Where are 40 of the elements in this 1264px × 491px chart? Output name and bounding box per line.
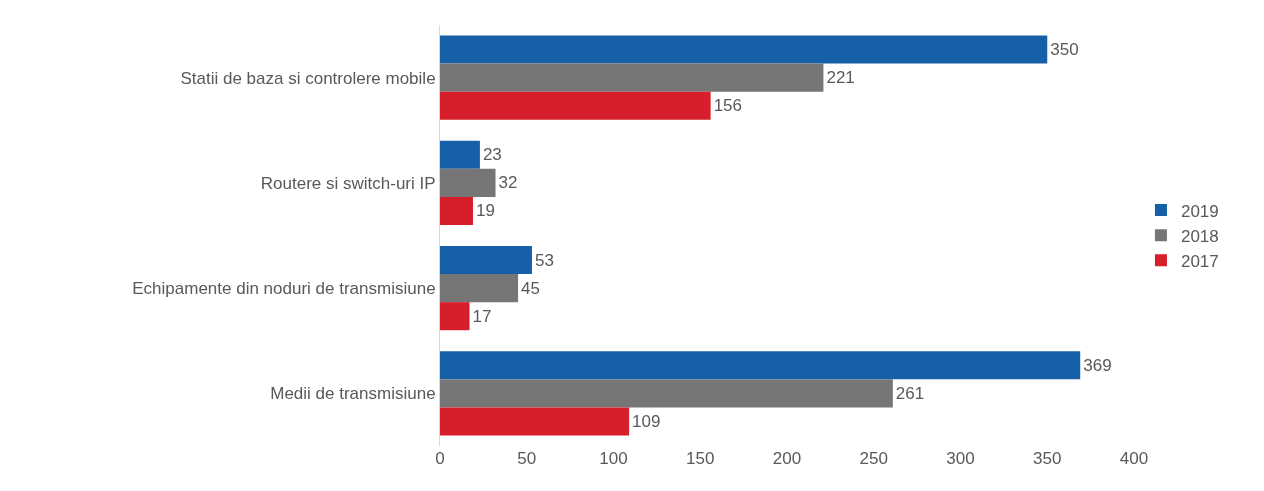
data-label: 261 [895,383,925,403]
x-tick-label: 250 [859,449,888,468]
legend-label: 2017 [1180,251,1219,271]
legend-label: 2019 [1180,201,1219,221]
bar [440,274,519,303]
bar [440,407,630,436]
x-tick-label: 50 [517,449,537,468]
data-label: 369 [1083,355,1112,375]
x-tick-label: 200 [772,449,802,468]
x-tick-label: 300 [946,449,975,468]
data-label: 23 [482,145,502,165]
y-tick-label: Echipamente din noduri de transmisiune [132,279,436,299]
y-tick-label: Routere si switch-uri IP [260,173,436,193]
bar [440,246,532,275]
bar [440,168,496,197]
bar [440,91,711,120]
data-label: 156 [713,96,743,116]
y-tick-label: Statii de baza si controlere mobile [180,68,436,88]
y-tick-label: Medii de transmisiune [270,384,436,404]
bar [440,302,470,331]
x-tick-label: 350 [1033,449,1062,468]
data-label: 32 [498,173,518,193]
data-label: 17 [472,306,492,326]
x-tick-label: 100 [599,449,628,468]
x-tick-label: 0 [435,449,445,468]
x-tick-label: 400 [1119,449,1149,468]
data-label: 350 [1050,40,1079,60]
legend-label: 2018 [1180,226,1219,246]
data-label: 221 [826,68,855,88]
bar [440,351,1081,380]
bar [440,379,893,408]
data-label: 45 [521,278,540,298]
data-label: 19 [475,201,495,221]
bar [440,140,480,169]
data-label: 109 [632,411,661,431]
bar [440,35,1048,64]
x-tick-label: 150 [686,449,715,468]
bar [440,63,824,92]
bar [440,196,473,225]
data-label: 53 [534,250,554,270]
